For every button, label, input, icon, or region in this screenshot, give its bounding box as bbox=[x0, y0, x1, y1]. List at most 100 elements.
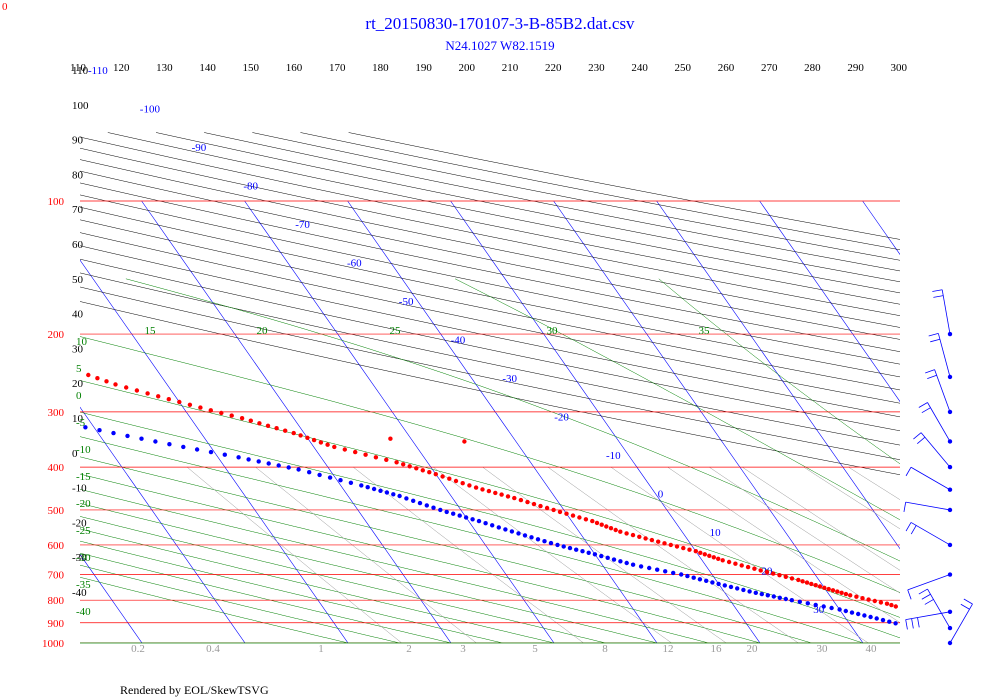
sounding-point bbox=[104, 379, 109, 384]
sounding-point bbox=[384, 490, 390, 495]
sounding-point bbox=[371, 486, 377, 492]
dry-adiabat-line bbox=[155, 132, 900, 283]
sounding-point bbox=[417, 500, 423, 506]
moist-adiabat-line bbox=[80, 503, 658, 643]
sounding-point bbox=[283, 428, 288, 433]
sounding-point bbox=[813, 583, 818, 588]
sounding-point bbox=[758, 568, 763, 573]
sounding-point bbox=[630, 562, 636, 567]
sounding-point bbox=[771, 571, 776, 576]
dry-adiabat-line bbox=[80, 147, 900, 316]
mixing-ratio-label: 1 bbox=[318, 643, 324, 655]
mixing-ratio-label: 16 bbox=[711, 643, 723, 655]
sounding-point bbox=[771, 594, 776, 599]
sounding-point bbox=[256, 459, 261, 464]
theta-label: -30 bbox=[72, 552, 87, 564]
pressure-label: 600 bbox=[48, 540, 65, 552]
sounding-point bbox=[567, 545, 573, 551]
sounding-point bbox=[649, 537, 655, 543]
sounding-point bbox=[470, 517, 475, 522]
wind-barb-flag bbox=[911, 618, 914, 629]
sounding-point bbox=[777, 573, 782, 578]
theta-label: 40 bbox=[72, 309, 84, 321]
dry-adiabat-line bbox=[80, 194, 900, 365]
dry-adiabat-line bbox=[80, 219, 900, 391]
sounding-point bbox=[753, 590, 758, 595]
moist-label: 15 bbox=[145, 325, 157, 337]
wind-barb-flag bbox=[913, 432, 922, 440]
sounding-point bbox=[467, 483, 472, 488]
sounding-point bbox=[296, 467, 301, 472]
pressure-label: 700 bbox=[48, 570, 65, 582]
top-axis-label: 290 bbox=[847, 62, 864, 74]
sounding-point bbox=[826, 586, 831, 592]
mixing-ratio-label: 20 bbox=[747, 643, 759, 655]
sounding-point bbox=[124, 385, 129, 390]
moist-label: -35 bbox=[76, 579, 91, 591]
wind-barbs bbox=[903, 289, 973, 646]
sounding-point bbox=[438, 507, 443, 513]
sounding-point bbox=[800, 579, 805, 584]
sounding-point bbox=[222, 452, 227, 457]
sounding-point bbox=[542, 539, 547, 544]
sounding-point bbox=[518, 497, 524, 503]
sounding-point bbox=[854, 594, 859, 599]
wind-barb-flag bbox=[930, 338, 941, 343]
wind-barb-flag bbox=[917, 617, 920, 628]
mixing-ratio-line bbox=[610, 466, 869, 643]
sounding-point bbox=[551, 507, 556, 513]
wind-barb-flag bbox=[905, 522, 912, 532]
wind-barb-flag bbox=[963, 598, 973, 605]
sounding-point bbox=[570, 513, 576, 518]
sounding-point bbox=[613, 527, 618, 533]
sounding-point bbox=[716, 556, 721, 561]
sounding-point bbox=[83, 425, 88, 430]
top-axis-label: 260 bbox=[718, 62, 735, 74]
wind-barb-flag bbox=[905, 467, 912, 477]
isotherm-label: -40 bbox=[451, 335, 466, 347]
sounding-point bbox=[463, 515, 469, 520]
sounding-point bbox=[590, 518, 595, 524]
mixing-ratio-label: 12 bbox=[663, 643, 674, 655]
sounding-point bbox=[878, 600, 884, 605]
moist-label: 0 bbox=[76, 390, 82, 402]
sounding-point bbox=[880, 617, 886, 623]
sounding-point bbox=[702, 552, 707, 557]
sounding-point bbox=[707, 553, 712, 558]
sounding-point bbox=[177, 399, 182, 405]
moist-label: 25 bbox=[390, 325, 402, 337]
top-axis-label: 130 bbox=[156, 62, 173, 74]
wind-barb-flag bbox=[924, 599, 934, 605]
sounding-point bbox=[516, 531, 521, 536]
sounding-point bbox=[716, 581, 721, 587]
sounding-point bbox=[525, 499, 530, 505]
isotherm-line bbox=[0, 201, 39, 643]
sounding-point bbox=[266, 461, 271, 466]
sounding-point bbox=[505, 494, 511, 499]
sounding-point bbox=[583, 517, 589, 522]
moist-label: -25 bbox=[76, 525, 91, 537]
isotherm-label: 10 bbox=[710, 527, 722, 539]
dry-adiabat-line bbox=[107, 132, 900, 294]
theta-label: 20 bbox=[72, 378, 84, 390]
isotherm-label: -110 bbox=[88, 65, 108, 77]
top-axis-label: 280 bbox=[804, 62, 821, 74]
wind-barb-flag bbox=[907, 589, 912, 600]
sounding-point bbox=[548, 540, 554, 546]
sounding-point bbox=[538, 503, 543, 509]
top-axis-label: 190 bbox=[415, 62, 432, 74]
corner-label: 0 bbox=[2, 1, 8, 13]
wind-barb-staff bbox=[907, 574, 951, 591]
isotherm-line bbox=[966, 201, 1000, 643]
sounding-point bbox=[817, 584, 823, 589]
sounding-point bbox=[889, 602, 894, 608]
sounding-point bbox=[499, 492, 504, 497]
sounding-point bbox=[884, 601, 890, 606]
sounding-point bbox=[187, 402, 193, 407]
sounding-point bbox=[893, 604, 898, 609]
moist-adiabat-line bbox=[80, 456, 812, 643]
sounding-point bbox=[720, 558, 725, 563]
moist-adiabat-line bbox=[80, 336, 900, 593]
isotherm-label: -10 bbox=[606, 450, 621, 462]
sounding-point bbox=[693, 549, 698, 554]
